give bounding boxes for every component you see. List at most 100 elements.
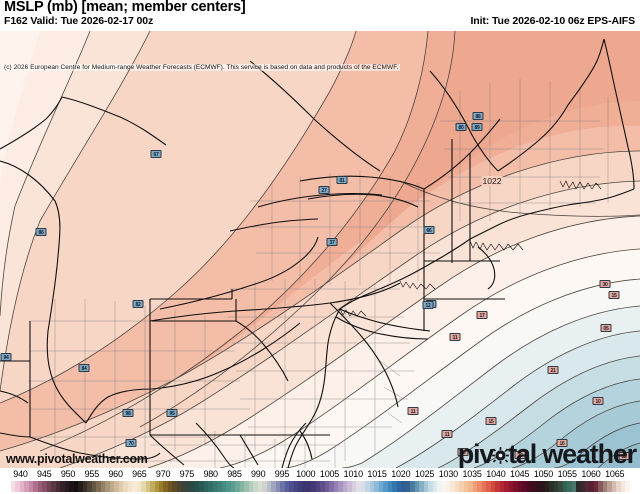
member-center-marker: 11 — [407, 407, 419, 415]
member-center-marker: 95 — [166, 409, 178, 417]
colorbar-tick-labels: 940 945 950 955 960 965 970 975 980 985 990 995 1000… — [0, 468, 640, 481]
colorbar-segment — [141, 481, 146, 492]
colorbar-segment — [540, 481, 545, 492]
colorbar-segment — [73, 481, 79, 492]
colorbar-segment — [419, 481, 424, 492]
colorbar[interactable]: 940 945 950 955 960 965 970 975 980 985 990 995 1000… — [0, 468, 640, 494]
colorbar-tick: 980 — [203, 469, 218, 479]
colorbar-segment — [558, 481, 563, 492]
colorbar-tick: 940 — [13, 469, 28, 479]
colorbar-segment — [472, 481, 478, 492]
colorbar-segment — [414, 481, 420, 492]
member-center-marker: 81 — [336, 176, 348, 184]
colorbar-tick: 1025 — [414, 469, 435, 479]
site-watermark: www.pivotalweather.com — [6, 452, 148, 466]
colorbar-segment — [387, 481, 393, 492]
colorbar-segment — [127, 481, 133, 492]
colorbar-tick: 960 — [108, 469, 123, 479]
colorbar-segment — [549, 481, 554, 492]
colorbar-tick: 985 — [227, 469, 242, 479]
colorbar-tick: 970 — [155, 469, 171, 479]
member-center-marker: 27 — [318, 186, 330, 194]
colorbar-segment — [284, 481, 290, 492]
colorbar-segment — [450, 481, 455, 492]
colorbar-segment — [585, 481, 590, 492]
colorbar-segment — [235, 481, 240, 492]
colorbar-segment — [571, 481, 577, 492]
colorbar-segment — [526, 481, 532, 492]
colorbar-segment — [315, 481, 321, 492]
colorbar-segment — [410, 481, 415, 492]
colorbar-tick: 975 — [179, 469, 195, 479]
colorbar-segment — [481, 481, 487, 492]
colorbar-tick: 1000 — [296, 469, 316, 479]
member-center-marker: 11 — [441, 430, 453, 438]
colorbar-gradient — [11, 481, 630, 492]
colorbar-segment — [374, 481, 379, 492]
colorbar-segment — [306, 481, 312, 492]
colorbar-segment — [405, 481, 411, 492]
member-center-marker: 20 — [514, 451, 526, 459]
member-center-marker: 21 — [547, 366, 559, 374]
member-center-marker: 11 — [449, 333, 461, 341]
pivotal-weather-logo[interactable]: piv — [458, 441, 637, 468]
init-time: Init: Tue 2026-02-10 06z EPS-AIFS — [470, 15, 635, 27]
member-center-marker: 12 — [422, 301, 434, 309]
colorbar-segment — [329, 481, 334, 492]
colorbar-segment — [257, 481, 263, 492]
colorbar-segment — [360, 481, 366, 492]
member-center-marker: 16 — [556, 439, 568, 447]
member-center-marker: 37 — [326, 238, 338, 246]
colorbar-tick: 1005 — [319, 469, 340, 479]
colorbar-segment — [33, 481, 38, 492]
colorbar-segment — [78, 481, 83, 492]
colorbar-segment — [105, 481, 110, 492]
colorbar-segment — [432, 481, 438, 492]
member-center-marker: 30 — [599, 280, 611, 288]
colorbar-segment — [342, 481, 348, 492]
colorbar-segment — [266, 481, 272, 492]
colorbar-segment — [55, 481, 61, 492]
colorbar-segment — [562, 481, 568, 492]
colorbar-segment — [298, 481, 303, 492]
colorbar-segment — [508, 481, 514, 492]
member-center-marker: 26 — [457, 448, 469, 456]
colorbar-segment — [176, 481, 182, 492]
colorbar-segment — [378, 481, 384, 492]
colorbar-segment — [517, 481, 523, 492]
colorbar-tick: 1050 — [533, 469, 554, 479]
colorbar-tick: 1040 — [486, 469, 506, 479]
colorbar-segment — [338, 481, 343, 492]
colorbar-segment — [87, 481, 92, 492]
colorbar-tick: 965 — [132, 469, 147, 479]
colorbar-segment — [611, 481, 617, 492]
colorbar-segment — [567, 481, 572, 492]
colorbar-segment — [513, 481, 518, 492]
colorbar-segment — [203, 481, 209, 492]
isobar-label: 1022 — [481, 176, 503, 186]
member-center-marker: 17 — [476, 311, 488, 319]
map-canvas[interactable]: (c) 2026 European Centre for Medium-rang… — [0, 31, 640, 468]
member-center-marker: 10 — [592, 397, 604, 405]
colorbar-segment — [441, 481, 446, 492]
colorbar-segment — [401, 481, 406, 492]
colorbar-segment — [531, 481, 536, 492]
colorbar-segment — [347, 481, 352, 492]
colorbar-segment — [504, 481, 509, 492]
colorbar-segment — [383, 481, 388, 492]
member-center-marker: 05 — [600, 324, 612, 332]
colorbar-tick: 1055 — [557, 469, 577, 479]
member-center-marker: 67 — [150, 150, 162, 158]
colorbar-tick: 1045 — [510, 469, 530, 479]
colorbar-segment — [91, 481, 97, 492]
colorbar-segment — [262, 481, 267, 492]
colorbar-segment — [172, 481, 177, 492]
colorbar-tick: 1020 — [391, 469, 411, 479]
colorbar-segment — [275, 481, 281, 492]
member-center-marker: 80 — [455, 123, 467, 131]
colorbar-segment — [181, 481, 186, 492]
colorbar-segment — [620, 481, 626, 492]
colorbar-tick: 1060 — [581, 469, 601, 479]
colorbar-segment — [100, 481, 106, 492]
member-center-marker: 98 — [122, 409, 134, 417]
